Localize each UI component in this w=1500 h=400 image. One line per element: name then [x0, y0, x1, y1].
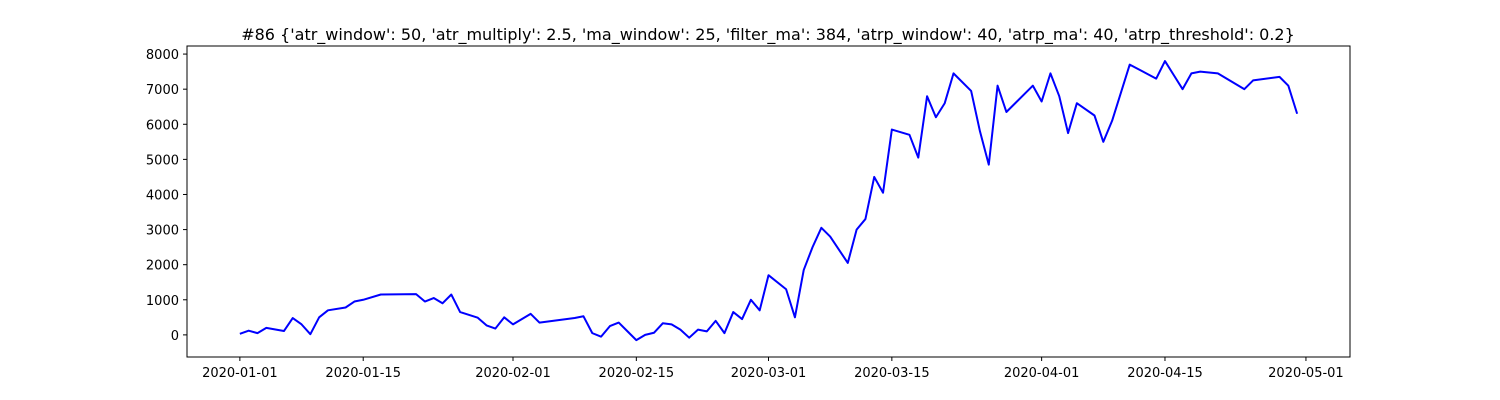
chart-title: #86 {'atr_window': 50, 'atr_multiply': 2… — [241, 25, 1295, 45]
x-tick-label: 2020-03-15 — [854, 366, 930, 381]
x-tick-label: 2020-04-15 — [1127, 366, 1203, 381]
y-tick-label: 4000 — [146, 188, 179, 203]
y-tick-label: 5000 — [146, 153, 179, 168]
y-tick-label: 6000 — [146, 118, 179, 133]
y-tick-label: 1000 — [146, 294, 179, 309]
data-line — [239, 60, 1299, 342]
y-tick-label: 7000 — [146, 83, 179, 98]
x-tick-label: 2020-02-01 — [475, 366, 551, 381]
x-tick-label: 2020-05-01 — [1268, 366, 1344, 381]
x-tick-label: 2020-04-01 — [1004, 366, 1080, 381]
x-tick-label: 2020-01-15 — [325, 366, 401, 381]
x-tick-label: 2020-03-01 — [731, 366, 807, 381]
plot-frame — [186, 45, 1351, 358]
y-tick-label: 8000 — [146, 48, 179, 63]
y-tick-label: 3000 — [146, 224, 179, 239]
x-tick-label: 2020-01-01 — [202, 366, 278, 381]
y-tick-label: 2000 — [146, 259, 179, 274]
x-tick-label: 2020-02-15 — [599, 366, 675, 381]
y-tick-label: 0 — [171, 329, 179, 344]
